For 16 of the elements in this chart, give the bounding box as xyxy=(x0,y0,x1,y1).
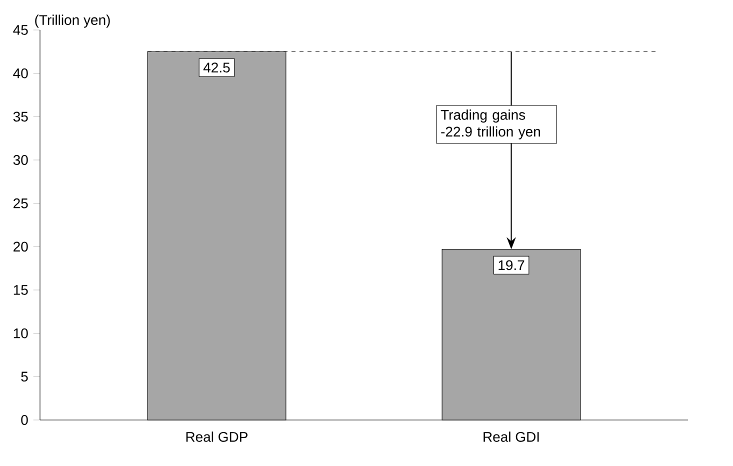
y-tick-label: 40 xyxy=(13,68,28,78)
y-tick-label: 20 xyxy=(14,242,28,252)
y-axis-title: (Trillion yen) xyxy=(35,14,110,28)
data-label: 42.5 xyxy=(203,62,230,73)
y-tick-label: 25 xyxy=(14,198,28,208)
y-tick-label: 35 xyxy=(13,112,28,122)
y-tick-label: 10 xyxy=(14,328,28,338)
y-tick-label: 30 xyxy=(13,155,28,165)
annotation: Trading gains -22.9 trillion yen xyxy=(440,110,540,140)
y-tick-label: 15 xyxy=(14,285,28,295)
x-tick-label: Real GDI xyxy=(484,432,539,442)
y-tick-label: 5 xyxy=(21,372,28,382)
x-tick-label: Real GDP xyxy=(186,432,248,442)
y-tick-label: 0 xyxy=(21,415,28,425)
data-label: 19.7 xyxy=(498,260,524,270)
y-tick-label: 45 xyxy=(13,25,28,35)
